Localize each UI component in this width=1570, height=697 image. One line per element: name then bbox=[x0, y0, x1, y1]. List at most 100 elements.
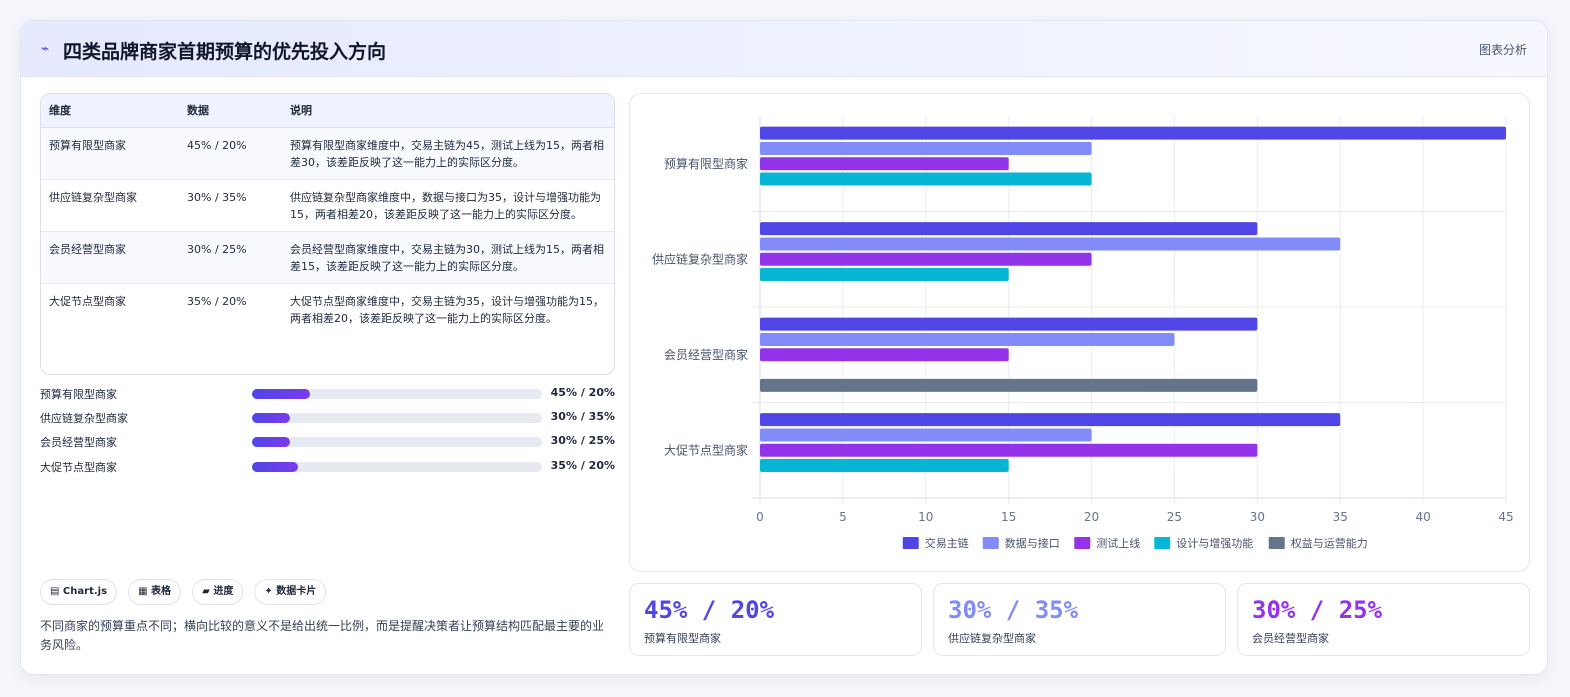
bar bbox=[760, 332, 1175, 346]
stat-value: 30% / 25% bbox=[1252, 596, 1383, 624]
tech-chips: ▤ Chart.js ▦ 表格 ▰ 进度 ✦ 数据卡片 bbox=[40, 579, 332, 605]
legend-label: 权益与运营能力 bbox=[1291, 536, 1368, 550]
progress-label: 大促节点型商家 bbox=[40, 461, 117, 474]
progress-track bbox=[252, 437, 542, 447]
bar bbox=[760, 428, 1092, 442]
y-tick-label: 预算有限型商家 bbox=[664, 156, 748, 171]
bar bbox=[760, 268, 1009, 282]
data-table: 维度 数据 说明 预算有限型商家 45% / 20% 预算有限型商家维度中，交易… bbox=[40, 93, 615, 375]
progress-row: 会员经营型商家 30% / 25% bbox=[40, 434, 615, 450]
table-header-description: 说明 bbox=[282, 94, 614, 128]
legend-swatch bbox=[1268, 537, 1285, 549]
stat-card: 45% / 20% 预算有限型商家 bbox=[629, 583, 922, 656]
chip-data-cards[interactable]: ✦ 数据卡片 bbox=[254, 579, 327, 605]
progress-value: 45% / 20% bbox=[550, 386, 615, 399]
y-tick-label: 大促节点型商家 bbox=[664, 442, 748, 457]
legend-swatch bbox=[1074, 537, 1091, 549]
progress-track bbox=[252, 413, 542, 423]
table-cell-data: 35% / 20% bbox=[187, 294, 247, 308]
bar bbox=[760, 252, 1092, 266]
card-header: ⌁ 四类品牌商家首期预算的优先投入方向 图表分析 bbox=[21, 21, 1547, 77]
x-tick-label: 30 bbox=[1250, 510, 1265, 524]
progress-fill bbox=[252, 462, 299, 472]
bar bbox=[760, 141, 1092, 155]
table-row: 供应链复杂型商家 30% / 35% 供应链复杂型商家维度中，数据与接口为35，… bbox=[41, 179, 614, 232]
table-cell-name: 会员经营型商家 bbox=[41, 231, 179, 284]
table-cell-name: 预算有限型商家 bbox=[41, 127, 179, 180]
stat-card: 30% / 25% 会员经营型商家 bbox=[1237, 583, 1530, 656]
x-tick-label: 0 bbox=[756, 510, 764, 524]
y-tick-label: 会员经营型商家 bbox=[664, 347, 748, 362]
table-cell-name: 大促节点型商家 bbox=[49, 294, 126, 308]
progress-track bbox=[252, 462, 542, 472]
bar bbox=[760, 157, 1009, 171]
progress-fill bbox=[252, 437, 290, 447]
bar bbox=[760, 378, 1258, 392]
table-header-dimension: 维度 bbox=[41, 94, 179, 128]
progress-row: 供应链复杂型商家 30% / 35% bbox=[40, 410, 615, 426]
bar bbox=[760, 348, 1009, 362]
chip-table[interactable]: ▦ 表格 bbox=[128, 579, 182, 605]
legend-label: 测试上线 bbox=[1096, 536, 1140, 550]
progress-label: 会员经营型商家 bbox=[40, 436, 117, 449]
trend-icon: ⌁ bbox=[41, 41, 50, 57]
progress-label: 预算有限型商家 bbox=[40, 388, 117, 401]
stat-card: 30% / 35% 供应链复杂型商家 bbox=[933, 583, 1226, 656]
chip-chartjs[interactable]: ▤ Chart.js bbox=[40, 579, 118, 605]
legend-label: 交易主链 bbox=[925, 536, 969, 550]
progress-value: 35% / 20% bbox=[550, 459, 615, 472]
x-tick-label: 5 bbox=[839, 510, 847, 524]
bar bbox=[760, 222, 1258, 236]
table-cell-desc: 供应链复杂型商家维度中，数据与接口为35，设计与增强功能为15，两者相差20，该… bbox=[282, 179, 614, 232]
progress-value: 30% / 25% bbox=[550, 434, 615, 447]
table-row: 预算有限型商家 45% / 20% 预算有限型商家维度中，交易主链为45，测试上… bbox=[41, 127, 614, 180]
legend-swatch bbox=[982, 537, 999, 549]
stat-value: 30% / 35% bbox=[948, 596, 1079, 624]
x-tick-label: 20 bbox=[1084, 510, 1099, 524]
table-row: 大促节点型商家 35% / 20% 大促节点型商家维度中，交易主链为35，设计与… bbox=[41, 283, 614, 335]
x-tick-label: 45 bbox=[1498, 510, 1513, 524]
page-title: 四类品牌商家首期预算的优先投入方向 bbox=[63, 41, 387, 63]
y-tick-label: 供应链复杂型商家 bbox=[652, 251, 748, 266]
x-tick-label: 15 bbox=[1001, 510, 1016, 524]
chart-analysis-link[interactable]: 图表分析 bbox=[1478, 43, 1527, 57]
bar bbox=[760, 459, 1009, 473]
progress-value: 30% / 35% bbox=[550, 410, 615, 423]
stat-label: 预算有限型商家 bbox=[644, 632, 721, 645]
table-cell-data: 30% / 35% bbox=[179, 179, 282, 232]
table-header-row: 维度 数据 说明 bbox=[41, 94, 614, 128]
summary-note: 不同商家的预算重点不同；横向比较的意义不是给出统一比例，而是提醒决策者让预算结构… bbox=[40, 619, 605, 652]
table-cell-desc: 预算有限型商家维度中，交易主链为45，测试上线为15，两者相差30，该差距反映了… bbox=[282, 127, 614, 180]
bar bbox=[760, 413, 1341, 427]
chart-container: 0 5 10 15 20 25 30 35 40 45 预算有限型商家 供应链复杂型商家 会员经营型商家… bbox=[629, 93, 1530, 572]
stat-value: 45% / 20% bbox=[644, 596, 775, 624]
table-cell-data: 30% / 25% bbox=[179, 231, 282, 284]
chip-progress[interactable]: ▰ 进度 bbox=[192, 579, 244, 605]
table-cell-desc: 大促节点型商家维度中，交易主链为35，设计与增强功能为15，两者相差20，该差距… bbox=[290, 294, 604, 325]
stat-label: 供应链复杂型商家 bbox=[948, 632, 1036, 645]
progress-label: 供应链复杂型商家 bbox=[40, 412, 128, 425]
x-tick-label: 35 bbox=[1333, 510, 1348, 524]
main-card: ⌁ 四类品牌商家首期预算的优先投入方向 图表分析 维度 数据 说明 预算有限型商… bbox=[20, 20, 1548, 675]
progress-track bbox=[252, 389, 542, 399]
legend-swatch bbox=[1154, 537, 1171, 549]
progress-fill bbox=[252, 389, 310, 399]
progress-row: 大促节点型商家 35% / 20% bbox=[40, 459, 615, 475]
legend-label: 数据与接口 bbox=[1005, 536, 1060, 550]
stat-label: 会员经营型商家 bbox=[1252, 632, 1329, 645]
bar bbox=[760, 172, 1092, 186]
bar bbox=[760, 237, 1341, 251]
table-row: 会员经营型商家 30% / 25% 会员经营型商家维度中，交易主链为30，测试上… bbox=[41, 231, 614, 284]
bar-chart: 0 5 10 15 20 25 30 35 40 45 预算有限型商家供应链复杂型商家会员经营型商家… bbox=[652, 116, 1514, 550]
bar bbox=[760, 443, 1258, 457]
table-cell-name: 供应链复杂型商家 bbox=[41, 179, 179, 232]
bar bbox=[760, 317, 1258, 331]
progress-row: 预算有限型商家 45% / 20% bbox=[40, 386, 615, 402]
legend-label: 设计与增强功能 bbox=[1176, 536, 1253, 550]
table-cell-data: 45% / 20% bbox=[179, 127, 282, 180]
legend-swatch bbox=[902, 537, 919, 549]
table-header-data: 数据 bbox=[179, 94, 282, 128]
x-tick-label: 10 bbox=[918, 510, 933, 524]
table-cell-desc: 会员经营型商家维度中，交易主链为30，测试上线为15，两者相差15，该差距反映了… bbox=[282, 231, 614, 284]
x-tick-label: 40 bbox=[1415, 510, 1430, 524]
